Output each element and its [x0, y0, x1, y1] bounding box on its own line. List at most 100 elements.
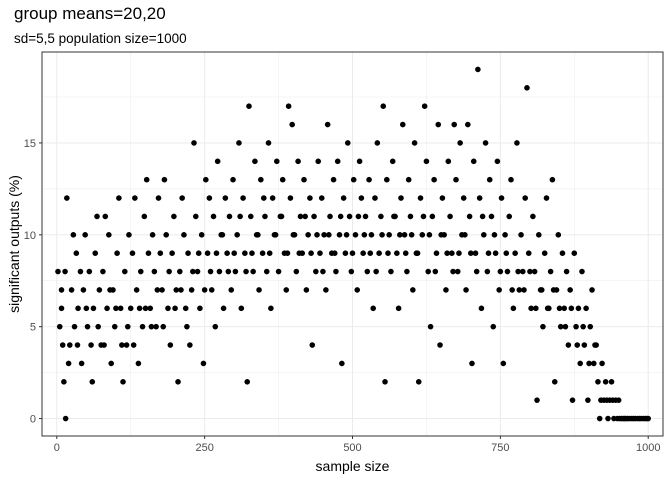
data-point [154, 287, 161, 293]
data-point [561, 305, 568, 312]
data-point [402, 250, 409, 256]
data-point [149, 232, 156, 238]
data-point [262, 213, 268, 220]
data-point [148, 323, 155, 330]
data-point [467, 250, 474, 256]
data-point [444, 250, 450, 256]
data-point [163, 232, 169, 238]
data-point [411, 140, 418, 146]
data-point [62, 268, 68, 275]
data-point [236, 140, 242, 146]
axis-ticks: 0 250 500 750 1000 0 5 10 15 [24, 138, 661, 454]
data-point [486, 176, 493, 183]
data-point [160, 323, 167, 330]
data-point [480, 232, 487, 238]
data-point [78, 360, 85, 367]
data-point [90, 305, 97, 312]
data-point [337, 213, 344, 220]
data-point [355, 213, 362, 220]
data-point [185, 250, 191, 256]
data-point [527, 268, 533, 275]
data-point [504, 268, 511, 275]
data-point [447, 213, 453, 220]
data-point [188, 287, 195, 293]
data-point [311, 213, 317, 220]
data-point [583, 305, 589, 312]
data-point [249, 250, 255, 256]
data-point [559, 250, 566, 256]
data-point [114, 250, 120, 256]
data-point [380, 103, 387, 110]
data-point [398, 195, 404, 201]
data-point [143, 176, 150, 183]
data-point [569, 397, 576, 403]
data-point [451, 121, 458, 128]
data-point [331, 250, 338, 256]
data-point [201, 287, 208, 293]
data-point [210, 213, 217, 220]
data-point [362, 213, 369, 220]
data-point [203, 176, 209, 183]
data-point [92, 250, 99, 256]
data-point [498, 195, 505, 201]
data-point [356, 158, 363, 165]
data-point [449, 250, 455, 256]
data-point [324, 121, 331, 128]
data-point [587, 323, 594, 330]
data-point [120, 378, 126, 385]
data-point [200, 360, 207, 367]
data-point [574, 342, 581, 348]
data-point [503, 250, 510, 256]
data-point [366, 176, 372, 183]
data-point [456, 250, 462, 256]
data-point [317, 250, 323, 256]
data-point [342, 250, 349, 256]
data-point [530, 213, 536, 220]
data-point [237, 213, 243, 220]
data-point [145, 250, 152, 256]
data-point [556, 305, 563, 312]
data-point [443, 287, 449, 293]
data-point [142, 305, 149, 312]
data-point [438, 232, 445, 238]
data-point [445, 158, 452, 165]
data-point [485, 250, 492, 256]
data-point [405, 176, 412, 183]
data-point [96, 287, 103, 293]
data-point [226, 213, 233, 220]
data-point [580, 323, 586, 330]
data-point [275, 268, 282, 275]
data-point [417, 195, 424, 201]
data-point [490, 323, 497, 330]
data-point [414, 250, 421, 256]
data-point [247, 213, 254, 220]
data-point [512, 250, 518, 256]
data-point [563, 268, 570, 275]
data-point [407, 213, 414, 220]
data-point [340, 195, 347, 201]
data-point [437, 342, 443, 348]
data-point [506, 213, 513, 220]
data-point [358, 195, 365, 201]
data-point [531, 268, 538, 275]
data-point [466, 213, 473, 220]
data-point [308, 250, 314, 256]
y-tick-label: 15 [24, 138, 36, 150]
x-tick-label: 250 [195, 442, 213, 454]
data-point [379, 232, 385, 238]
data-point [80, 287, 87, 293]
data-point [234, 232, 240, 238]
data-point [361, 232, 368, 238]
data-point [187, 342, 193, 348]
data-point [555, 232, 562, 238]
data-point [524, 85, 530, 91]
data-point [101, 342, 107, 348]
data-point [192, 213, 199, 220]
data-point [219, 232, 226, 238]
x-tick-label: 750 [491, 442, 509, 454]
data-point [107, 287, 113, 293]
data-point [272, 232, 279, 238]
data-point [534, 397, 540, 403]
data-point [216, 268, 223, 275]
data-point [256, 287, 262, 293]
